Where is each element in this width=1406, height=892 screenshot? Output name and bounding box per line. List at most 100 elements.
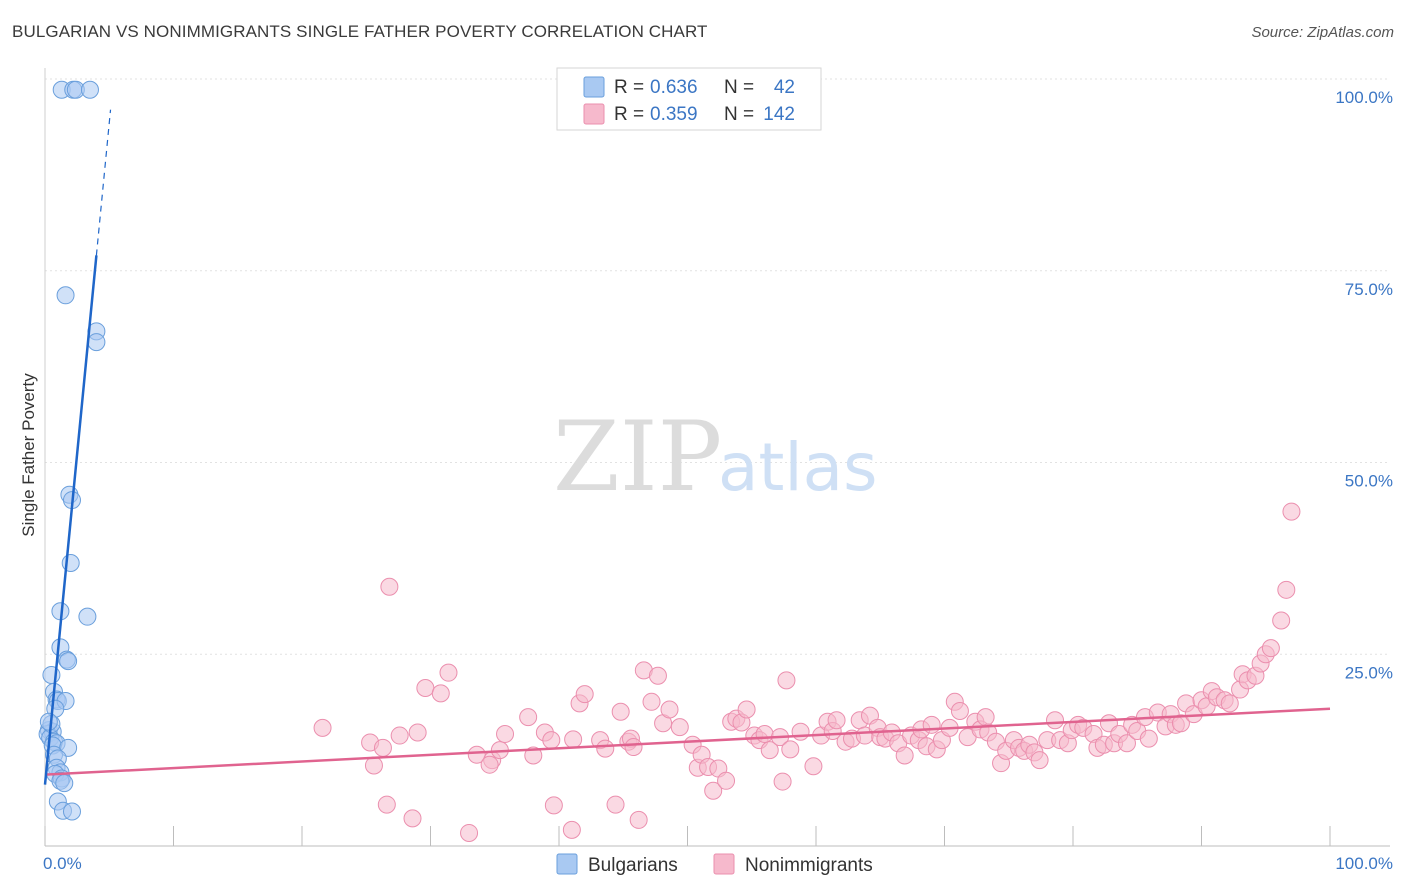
nonimmigrants-point-17 (496, 725, 515, 744)
nonimmigrants-point-57 (773, 772, 792, 791)
bulgarians-point-38 (62, 802, 81, 821)
nonimmigrants-point-5 (380, 577, 399, 596)
nonimmigrants-point-123 (1171, 714, 1190, 733)
nonimmigrants-point-81 (922, 715, 941, 734)
nonimmigrants-point-18 (519, 708, 538, 727)
y-axis-title: Single Father Poverty (19, 373, 38, 537)
nonimmigrants-point-86 (950, 702, 969, 721)
nonimmigrants-point-45 (704, 781, 723, 800)
nonimmigrants-point-60 (791, 722, 810, 741)
y-tick-label-1: 50.0% (1345, 472, 1393, 491)
nonimmigrants-point-40 (670, 718, 689, 737)
bulgarians-point-6 (87, 333, 106, 352)
bulgarians-trend-extension (95, 109, 112, 256)
y-tick-labels: 25.0% 50.0% 75.0% 100.0% (1335, 88, 1393, 682)
nonimmigrants-point-100 (1030, 751, 1049, 770)
nonimmigrants-point-58 (777, 671, 796, 690)
source-label: Source: ZipAtlas.com (1251, 24, 1394, 41)
legend-n-value-nonimmigrants: 142 (763, 104, 795, 125)
nonimmigrants-point-51 (737, 700, 756, 719)
legend-r-label-bulgarians: R = (614, 77, 644, 98)
nonimmigrants-point-55 (760, 741, 779, 760)
nonimmigrants-point-90 (976, 708, 995, 727)
x-tick-label-0: 0.0% (43, 854, 82, 873)
trend-lines (43, 109, 1331, 785)
nonimmigrants-point-6 (390, 726, 409, 745)
nonimmigrants-point-2 (364, 756, 383, 775)
watermark-zip: ZIP (553, 401, 722, 513)
watermark-atlas: atlas (718, 429, 878, 506)
nonimmigrants-point-8 (408, 723, 427, 742)
nonimmigrants-point-39 (660, 700, 679, 719)
nonimmigrants-point-61 (804, 757, 823, 776)
bulgarians-point-3 (80, 80, 99, 99)
legend-swatch-nonimmigrants (583, 103, 605, 125)
nonimmigrants-point-9 (416, 678, 435, 697)
nonimmigrants-point-114 (1117, 734, 1136, 753)
nonimmigrants-point-21 (542, 731, 561, 750)
nonimmigrants-point-10 (431, 684, 450, 703)
legend: R = 0.636 N = 42 R = 0.359 N = 142 (556, 67, 822, 131)
nonimmigrants-point-19 (524, 746, 543, 765)
nonimmigrants-point-11 (439, 663, 458, 682)
nonimmigrants-point-26 (575, 685, 594, 704)
nonimmigrants-point-30 (611, 702, 630, 721)
nonimmigrants-point-65 (827, 711, 846, 730)
chart-title: BULGARIAN VS NONIMMIGRANTS SINGLE FATHER… (12, 22, 708, 41)
legend-n-value-bulgarians: 42 (774, 77, 795, 98)
nonimmigrants-point-140 (1277, 580, 1296, 599)
nonimmigrants-point-131 (1220, 694, 1239, 713)
nonimmigrants-point-118 (1139, 729, 1158, 748)
bulgarians-point-11 (78, 607, 97, 626)
nonimmigrants-point-76 (895, 746, 914, 765)
y-tick-label-3: 100.0% (1335, 88, 1393, 107)
legend-n-label-bulgarians: N = (724, 77, 754, 98)
bulgarians-point-40 (55, 774, 74, 793)
nonimmigrants-point-23 (562, 820, 581, 839)
y-tick-label-2: 75.0% (1345, 280, 1393, 299)
nonimmigrants-point-22 (544, 796, 563, 815)
nonimmigrants-point-37 (648, 666, 667, 685)
nonimmigrants-point-12 (460, 823, 479, 842)
bulgarians-point-14 (59, 652, 78, 671)
watermark: ZIP atlas (553, 401, 878, 513)
nonimmigrants-point-141 (1282, 502, 1301, 521)
nonimmigrants-point-139 (1272, 611, 1291, 630)
legend-n-label-nonimmigrants: N = (724, 104, 754, 125)
nonimmigrants-point-28 (596, 739, 615, 758)
nonimmigrants-point-34 (629, 810, 648, 829)
bottom-legend-swatch-nonimmigrants (713, 853, 735, 875)
nonimmigrants-point-36 (642, 692, 661, 711)
bottom-legend-label-nonimmigrants: Nonimmigrants (745, 855, 873, 876)
bottom-legend-label-bulgarians: Bulgarians (588, 855, 678, 876)
nonimmigrants-point-7 (403, 809, 422, 828)
bottom-legend-swatch-bulgarians (556, 853, 578, 875)
nonimmigrants-point-15 (480, 755, 499, 774)
nonimmigrants-point-59 (781, 740, 800, 759)
nonimmigrants-point-54 (755, 725, 774, 744)
nonimmigrants-point-29 (606, 795, 625, 814)
series-nonimmigrants (313, 502, 1301, 842)
series-bulgarians (38, 80, 106, 821)
nonimmigrants-point-4 (377, 795, 396, 814)
x-tick-labels: 0.0% 100.0% (43, 854, 1393, 873)
legend-swatch-bulgarians (583, 76, 605, 98)
nonimmigrants-point-24 (564, 730, 583, 749)
y-tick-label-0: 25.0% (1345, 663, 1393, 682)
nonimmigrants-point-102 (1046, 711, 1065, 730)
bulgarians-point-41 (39, 712, 58, 731)
bulgarians-point-4 (56, 286, 75, 305)
legend-r-value-bulgarians: 0.636 (650, 77, 698, 98)
nonimmigrants-trend-line (44, 707, 1331, 776)
gridlines (45, 78, 1390, 655)
legend-r-value-nonimmigrants: 0.359 (650, 104, 698, 125)
nonimmigrants-point-3 (373, 738, 392, 757)
bottom-legend: Bulgarians Nonimmigrants (556, 853, 873, 876)
nonimmigrants-point-33 (624, 738, 643, 757)
legend-r-label-nonimmigrants: R = (614, 104, 644, 125)
bulgarians-trend-line (43, 255, 98, 785)
x-tick-label-1: 100.0% (1335, 854, 1393, 873)
nonimmigrants-point-0 (313, 718, 332, 737)
nonimmigrants-point-47 (717, 771, 736, 790)
